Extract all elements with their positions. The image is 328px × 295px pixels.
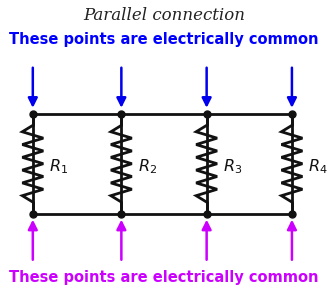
Text: These points are electrically common: These points are electrically common [9, 270, 319, 285]
Text: Parallel connection: Parallel connection [83, 7, 245, 24]
Text: These points are electrically common: These points are electrically common [9, 32, 319, 47]
Text: $R_4$: $R_4$ [308, 157, 328, 176]
Text: $R_2$: $R_2$ [138, 157, 157, 176]
Text: $R_1$: $R_1$ [49, 157, 68, 176]
Text: $R_3$: $R_3$ [223, 157, 242, 176]
